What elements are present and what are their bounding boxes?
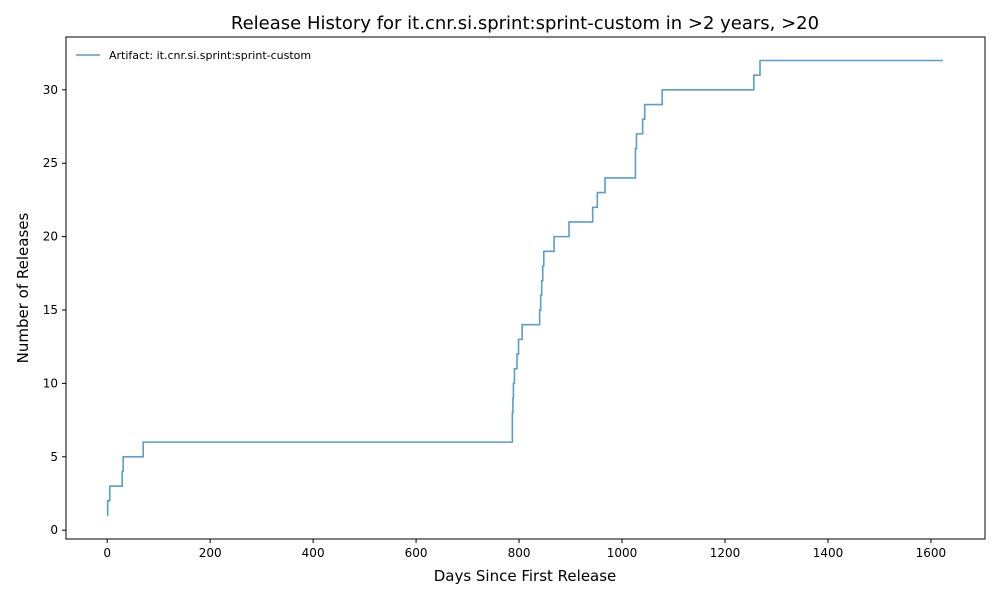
x-tick-label: 1400 [813, 546, 844, 560]
plot-frame [65, 36, 986, 540]
y-tick-label: 0 [50, 523, 58, 537]
y-tick-label: 30 [43, 83, 58, 97]
x-tick-label: 200 [199, 546, 222, 560]
x-axis: 0 200 400 600 800 1000 1200 1400 1600 [103, 539, 946, 560]
legend: Artifact: it.cnr.si.sprint:sprint-custom [76, 49, 311, 62]
series-line-0 [106, 59, 943, 517]
y-tick-label: 20 [43, 230, 58, 244]
y-tick-label: 5 [50, 450, 58, 464]
x-tick-label: 600 [405, 546, 428, 560]
plot-area: 0 200 400 600 800 1000 1200 1400 1600 0 5 10 15 20 25… [43, 36, 986, 560]
y-tick-label: 15 [43, 303, 58, 317]
x-tick-label: 1000 [607, 546, 638, 560]
y-axis: 0 5 10 15 20 25 30 [43, 83, 66, 537]
x-tick-label: 800 [508, 546, 531, 560]
x-tick-label: 0 [103, 546, 111, 560]
y-tick-label: 25 [43, 156, 58, 170]
y-tick-label: 10 [43, 376, 58, 390]
x-tick-label: 400 [302, 546, 325, 560]
chart-title: Release History for it.cnr.si.sprint:spr… [231, 13, 819, 34]
x-tick-label: 1200 [710, 546, 741, 560]
series-group [106, 59, 943, 517]
x-axis-title: Days Since First Release [434, 567, 617, 585]
x-tick-label: 1600 [916, 546, 947, 560]
y-axis-title: Number of Releases [14, 212, 32, 363]
legend-label: Artifact: it.cnr.si.sprint:sprint-custom [109, 49, 311, 62]
